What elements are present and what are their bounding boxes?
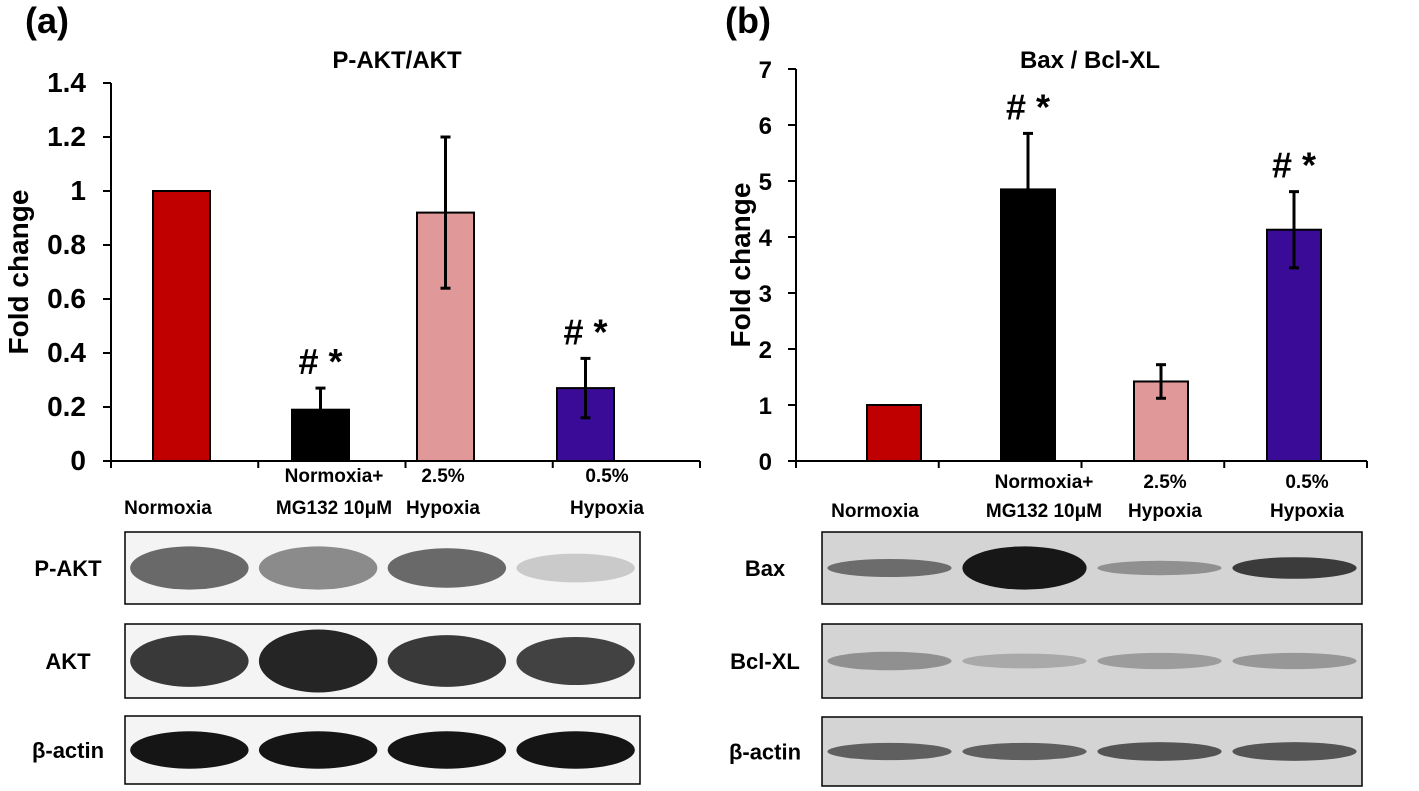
panel-label: (a) [25, 0, 69, 41]
y-axis-label: Fold change [725, 183, 756, 348]
y-tick-label: 1.4 [47, 67, 86, 98]
blot-band [387, 731, 507, 769]
category-label: Hypoxia [570, 498, 644, 519]
category-label: MG132 10μM [276, 498, 392, 519]
chart-title: Bax / Bcl-XL [1020, 47, 1160, 74]
bar [152, 190, 211, 462]
blot-band [1232, 742, 1357, 761]
blot-band [130, 546, 249, 590]
y-axis-label: Fold change [3, 190, 34, 355]
panel-label: (b) [725, 0, 771, 41]
blot-band [1232, 557, 1357, 579]
blot-band [962, 546, 1087, 590]
blot-band [516, 731, 635, 769]
chart-title: P-AKT/AKT [332, 47, 462, 74]
category-label: Hypoxia [1128, 501, 1202, 522]
category-label: Normoxia+ [995, 472, 1094, 493]
y-tick-label: 0.4 [47, 337, 86, 368]
category-label: 0.5% [585, 466, 628, 487]
blot-band [130, 731, 249, 769]
category-label: MG132 10μM [986, 501, 1102, 522]
blot-band [516, 553, 635, 583]
y-tick-label: 7 [759, 57, 772, 84]
blot-band [1097, 652, 1222, 670]
y-tick-label: 1 [70, 175, 86, 206]
blot-band [962, 653, 1087, 669]
blot-strip [821, 531, 1363, 605]
category-label: 2.5% [421, 466, 464, 487]
blot-band [130, 635, 249, 687]
blot-strip [124, 623, 641, 699]
blot-label: Bax [745, 556, 786, 581]
significance-annotation: # * [563, 311, 607, 352]
panel-b: (b) Bax / Bcl-XL Fold change 0 1 2 3 4 5 6 7 # * # *… [725, 0, 1368, 787]
blot-label: Bcl-XL [730, 649, 800, 674]
category-label: Normoxia [124, 498, 212, 519]
blot-label: AKT [45, 649, 91, 674]
y-tick-label: 2 [759, 337, 772, 364]
blot-strip [821, 716, 1363, 787]
y-tick-label: 1 [759, 393, 772, 420]
blot-label: β-actin [32, 738, 104, 763]
y-tick-label: 0.2 [47, 391, 86, 422]
category-label: 2.5% [1143, 472, 1186, 493]
category-label: Hypoxia [1270, 501, 1344, 522]
blot-band [1232, 652, 1357, 670]
category-label: Normoxia+ [285, 466, 384, 487]
blot-label: P-AKT [34, 556, 102, 581]
blot-label: β-actin [729, 740, 801, 765]
y-tick-label: 6 [759, 113, 772, 140]
y-tick-label: 0 [70, 445, 86, 476]
category-label: 0.5% [1285, 472, 1328, 493]
blot-band [387, 548, 507, 588]
y-tick-label: 0.6 [47, 283, 86, 314]
category-label: Hypoxia [406, 498, 480, 519]
blot-band [1097, 560, 1222, 576]
blot-strip [124, 531, 641, 605]
blot-band [387, 635, 507, 687]
blot-band [962, 742, 1087, 761]
significance-annotation: # * [298, 341, 342, 382]
y-tick-label: 4 [759, 225, 773, 252]
blot-band [258, 731, 378, 769]
blot-band [258, 546, 378, 590]
y-tick-label: 0.8 [47, 229, 86, 260]
blot-strip [124, 715, 641, 785]
bar [866, 404, 922, 462]
y-tick-label: 0 [759, 449, 772, 476]
blot-band [1097, 742, 1222, 761]
panel-a: (a) P-AKT/AKT Fold change 0 0.2 0.4 0.6 0.8 1 1.2… [3, 0, 701, 785]
blot-strip [821, 623, 1363, 699]
blot-band [827, 742, 952, 761]
significance-annotation: # * [1006, 86, 1050, 127]
y-tick-label: 3 [759, 281, 772, 308]
significance-annotation: # * [1272, 145, 1316, 186]
blot-band [516, 636, 635, 686]
category-label: Normoxia [831, 501, 919, 522]
y-tick-label: 5 [759, 169, 772, 196]
blot-band [827, 651, 952, 671]
blot-band [827, 559, 952, 577]
blot-band [258, 629, 378, 693]
y-tick-label: 1.2 [47, 121, 86, 152]
